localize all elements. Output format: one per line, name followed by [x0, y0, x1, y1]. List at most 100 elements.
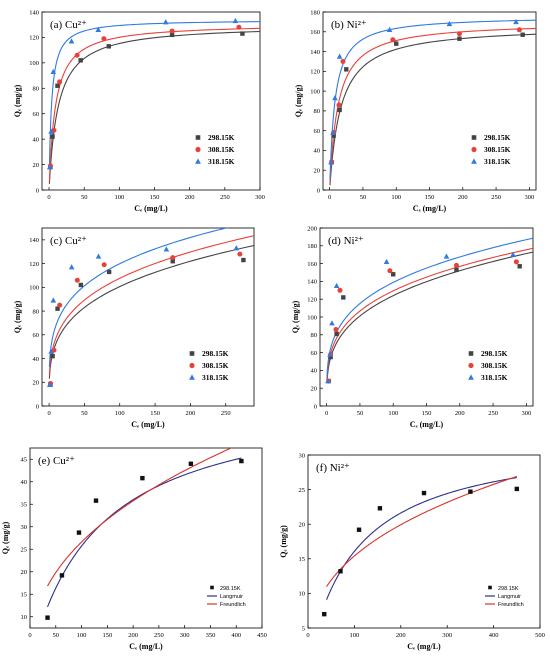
y-tick-label: 45	[21, 457, 28, 464]
legend-symbol	[195, 158, 201, 164]
y-axis-label: Qₑ (mg/g)	[294, 84, 303, 117]
data-point	[394, 41, 399, 46]
data-point	[513, 18, 519, 25]
legend-label: Freundlich	[220, 602, 246, 608]
plot-area	[328, 18, 536, 186]
y-tick-label: 140	[307, 279, 317, 286]
plot-frame	[41, 227, 255, 407]
y-axis-label: Qₑ (mg/g)	[291, 300, 300, 333]
y-tick-label: 160	[307, 261, 317, 268]
data-point	[46, 164, 53, 170]
x-tick-label: 50	[81, 410, 88, 417]
plot-panel-3: 0 50 100 150 200 250 300 0 20 40 60 80 100 120 140 160 1…	[291, 225, 534, 429]
data-point	[328, 354, 333, 360]
x-tick-label: 300	[255, 194, 265, 201]
x-tick-label: 100	[350, 632, 360, 639]
data-point	[454, 267, 459, 273]
data-point	[93, 498, 99, 503]
data-point	[520, 32, 525, 37]
panel-title: (c) Cu²⁺	[50, 235, 87, 247]
data-point	[517, 264, 522, 269]
legend-label: Langmuir	[498, 594, 521, 600]
x-tick-label: 250	[491, 194, 501, 201]
fit-curve-freundlich	[47, 448, 233, 587]
x-tick-label: 200	[185, 194, 195, 201]
plot-frame	[41, 11, 261, 191]
data-point	[337, 107, 342, 113]
data-point	[78, 282, 84, 288]
plot-panel-4: 0 50 100 150 200 250 300 350 400 450 10 15 20 25 30 35 4…	[1, 447, 267, 651]
x-tick-label: 500	[535, 632, 545, 639]
data-point	[95, 26, 102, 32]
y-tick-label: 80	[311, 332, 318, 339]
x-tick-label: 300	[180, 632, 190, 639]
fit-curve-31815k	[48, 228, 229, 367]
x-tick-label: 150	[425, 194, 435, 201]
y-tick-label: 40	[314, 148, 321, 155]
legend-label: 308.15K	[208, 145, 235, 154]
x-axis-label: Cₑ (mg/L)	[407, 642, 441, 651]
y-tick-label: 40	[21, 479, 28, 486]
legend-symbol	[468, 351, 474, 356]
y-tick-label: 0	[317, 187, 320, 194]
x-tick-label: 150	[102, 632, 112, 639]
legend-symbol	[471, 158, 477, 164]
data-point	[232, 17, 239, 24]
data-point	[241, 257, 246, 263]
data-point	[329, 320, 335, 326]
data-point	[45, 615, 50, 620]
data-point	[169, 28, 175, 34]
plot-panel-1: 0 50 100 150 200 250 300 0 20 40 60 80 100 120 140 160 1…	[294, 9, 537, 213]
legend-label: 318.15K	[481, 373, 508, 382]
x-tick-label: 200	[186, 410, 196, 417]
x-axis-label: Cₑ (mg/L)	[413, 204, 447, 213]
y-axis-label: Qₑ (mg/g)	[1, 521, 10, 554]
x-tick-label: 0	[328, 194, 331, 201]
fit-curve-langmuir	[326, 476, 517, 600]
x-axis-label: Cₑ (mg/L)	[131, 420, 165, 429]
y-axis-label: Qₑ (mg/g)	[13, 84, 22, 117]
data-point	[336, 102, 342, 108]
x-tick-label: 100	[114, 194, 124, 201]
y-tick-label: 80	[33, 308, 40, 315]
x-tick-label: 50	[53, 632, 60, 639]
panel-title: (f) Ni²⁺	[316, 462, 350, 474]
data-point	[390, 37, 396, 43]
data-point	[55, 83, 60, 88]
x-tick-label: 150	[422, 410, 432, 417]
legend-symbol	[189, 351, 195, 356]
data-point	[330, 129, 336, 135]
legend-symbol	[195, 146, 201, 153]
fit-curve-31815k	[48, 21, 260, 170]
data-point	[74, 277, 80, 283]
x-tick-label: 150	[150, 194, 160, 201]
x-tick-label: 400	[489, 632, 499, 639]
data-point	[101, 262, 107, 268]
data-point	[386, 26, 393, 32]
plot-area	[325, 237, 533, 384]
legend-label: 298.15K	[481, 349, 508, 358]
panel-title: (d) Ni²⁺	[328, 235, 364, 247]
x-tick-label: 400	[231, 632, 241, 639]
x-tick-label: 200	[455, 410, 465, 417]
data-point	[344, 67, 349, 72]
y-tick-label: 10	[299, 591, 306, 598]
y-tick-label: 40	[33, 356, 40, 363]
legend-label: Langmuir	[220, 594, 243, 600]
x-tick-label: 350	[206, 632, 216, 639]
x-tick-label: 250	[154, 632, 164, 639]
y-tick-label: 15	[299, 556, 306, 563]
data-point	[334, 331, 339, 337]
y-tick-label: 60	[33, 332, 40, 339]
data-point	[337, 287, 343, 293]
plot-area	[45, 448, 244, 620]
x-tick-label: 300	[524, 194, 534, 201]
legend-label: 298.15K	[498, 586, 519, 592]
data-point	[46, 381, 53, 387]
x-tick-label: 300	[521, 410, 531, 417]
x-axis-label: Cₑ (mg/L)	[410, 420, 444, 429]
data-point	[50, 353, 55, 359]
y-tick-label: 25	[21, 547, 28, 554]
x-axis-label: Cₑ (mg/L)	[129, 642, 163, 651]
